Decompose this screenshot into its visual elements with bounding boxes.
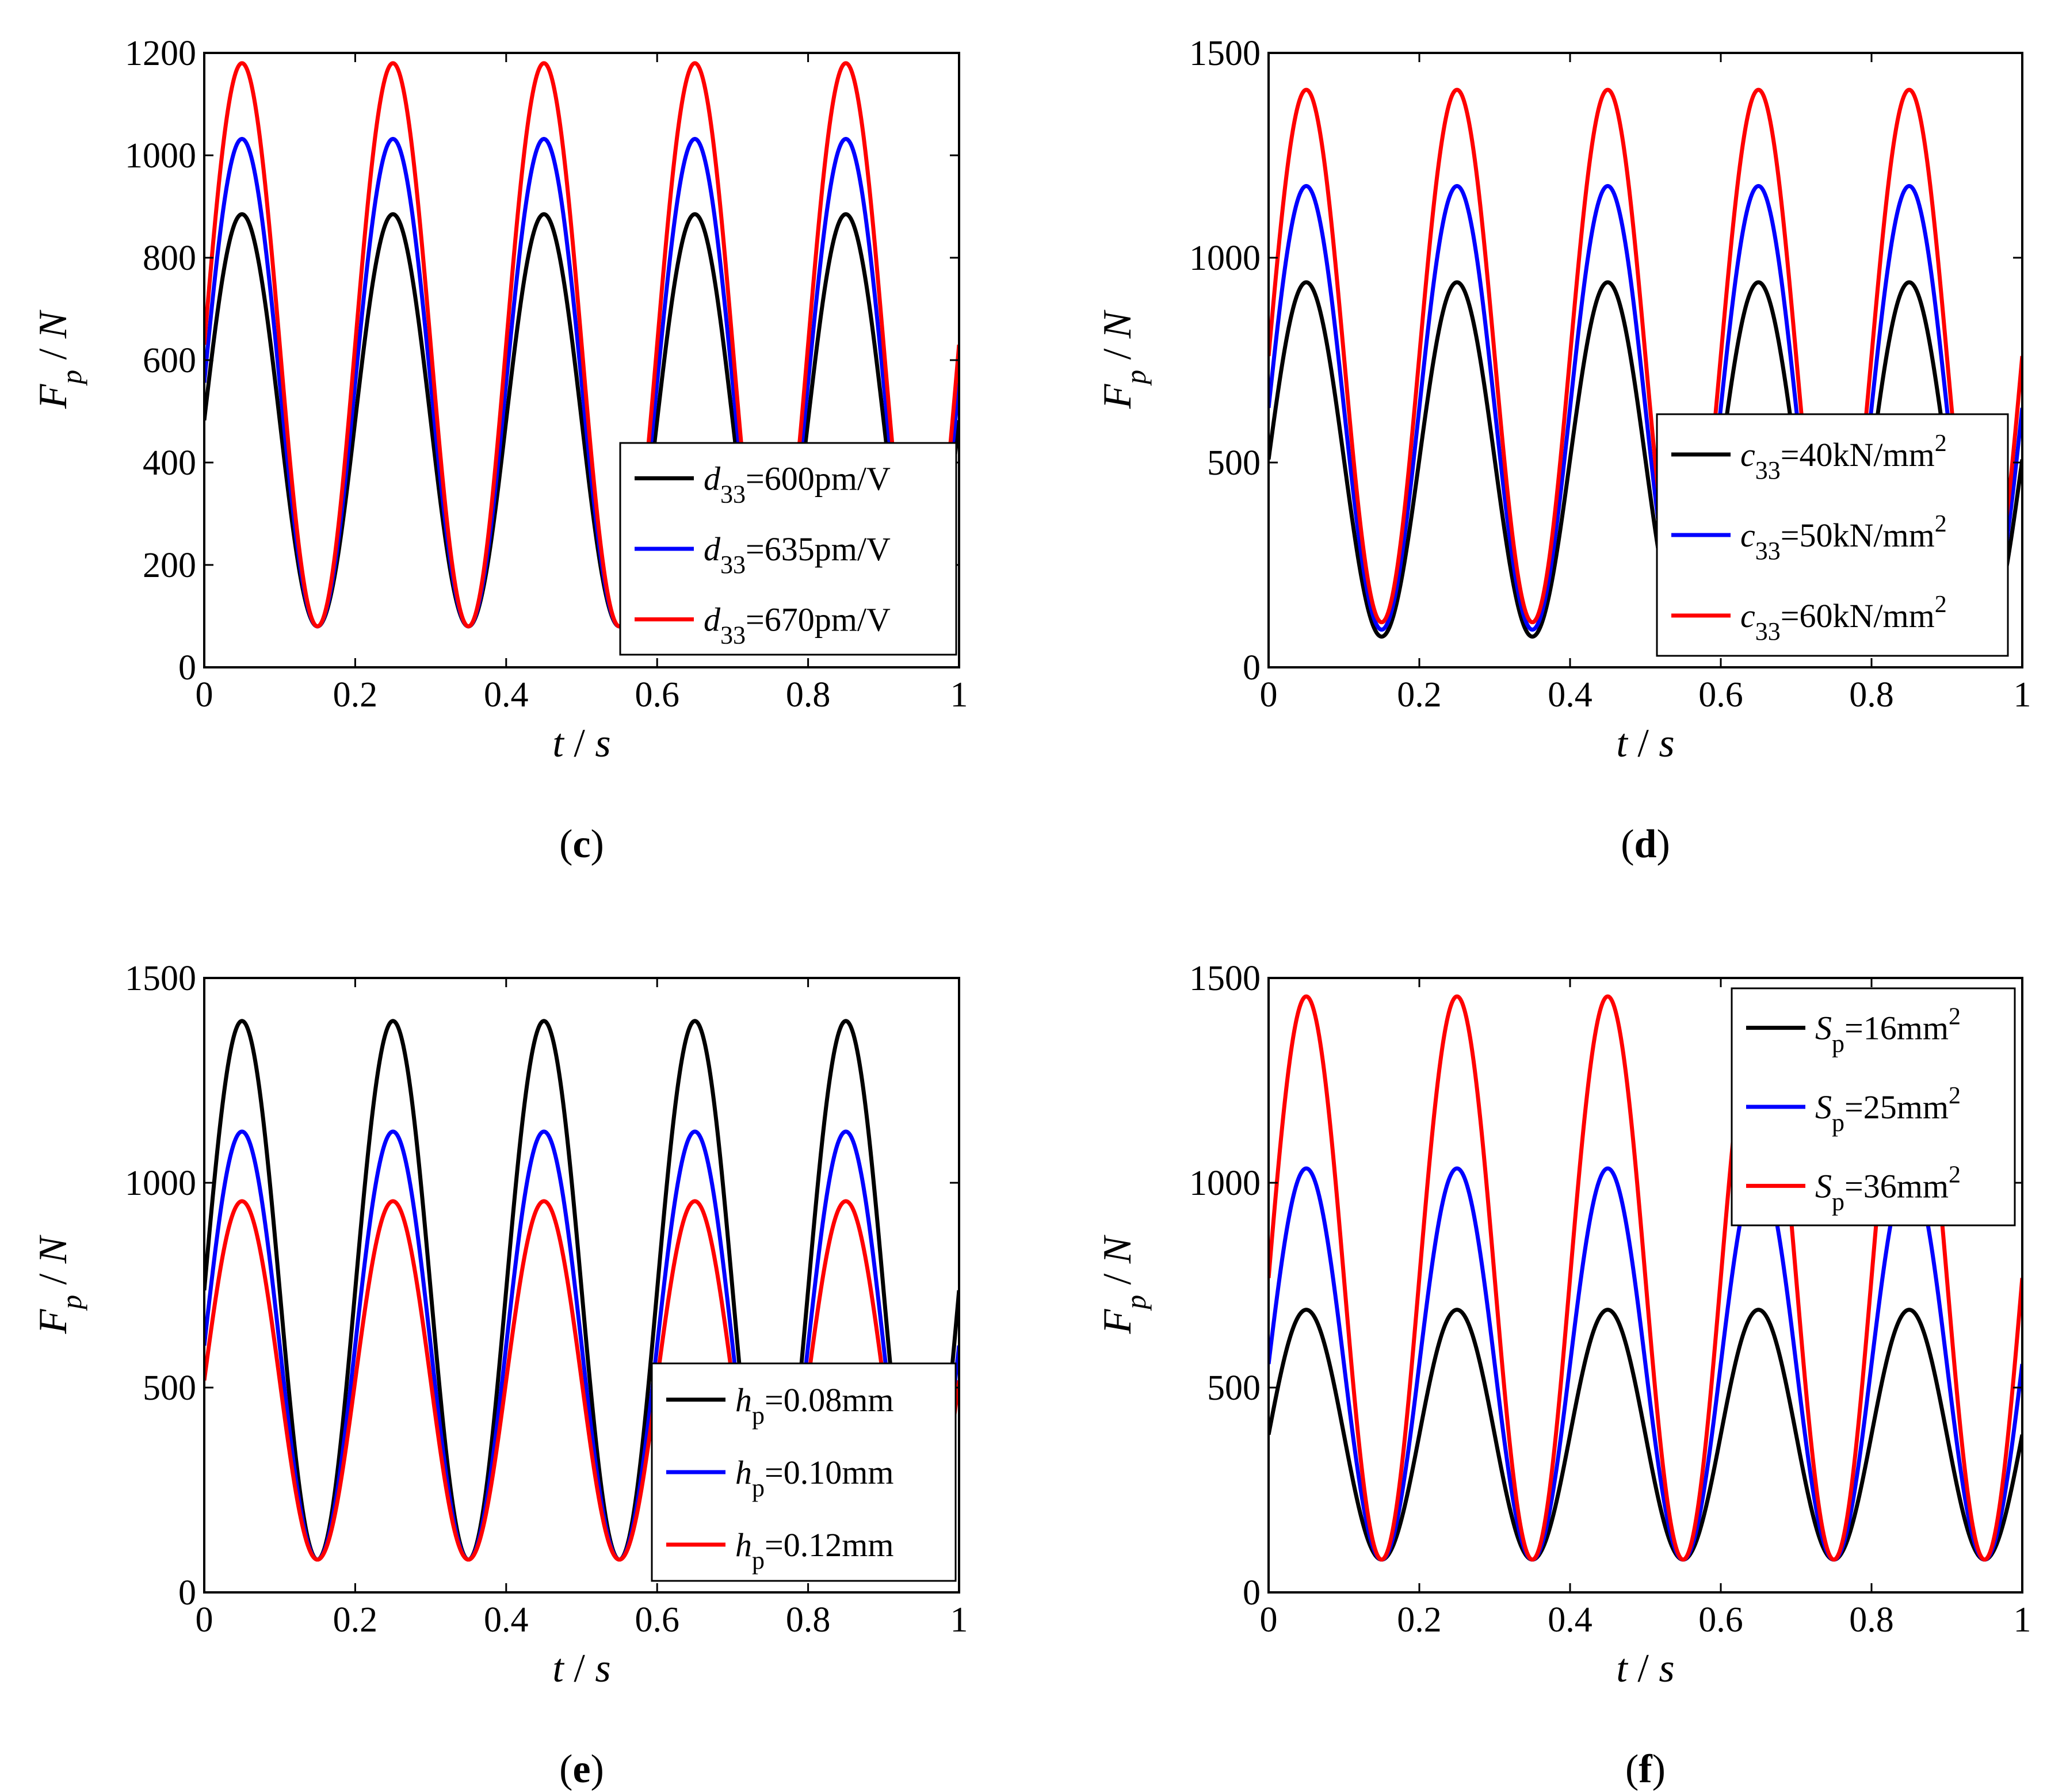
y-tick-label: 200 xyxy=(143,546,196,585)
y-tick-label: 500 xyxy=(1207,444,1261,483)
x-tick-label: 0.6 xyxy=(635,675,679,714)
series-line-Sp=16mm2 xyxy=(1269,1308,2022,1562)
legend-entry-c33=40kN/mm2: c33=40kN/mm2 xyxy=(1740,430,1947,484)
x-axis-label: t / s xyxy=(552,1646,610,1691)
y-tick-label: 500 xyxy=(143,1369,196,1408)
x-tick-label: 1 xyxy=(950,1600,968,1640)
legend-entry-Sp=36mm2: Sp=36mm2 xyxy=(1815,1161,1961,1216)
y-tick-label: 1500 xyxy=(125,959,196,998)
x-tick-label: 1 xyxy=(2014,1600,2031,1640)
y-tick-label: 1500 xyxy=(1189,959,1261,998)
x-tick-label: 0.8 xyxy=(1849,675,1894,714)
series-line-c33=50kN/mm2 xyxy=(1269,184,2022,632)
plot-frame xyxy=(203,977,960,1594)
y-tick-label: 0 xyxy=(178,648,196,687)
x-tick-label: 0.2 xyxy=(1397,1600,1442,1640)
x-tick-label: 0.4 xyxy=(484,1600,529,1640)
y-tick-label: 0 xyxy=(1243,648,1261,687)
panel-c: 0 0.2 0.4 0.6 0.8 1 0 200 400 600 800 1000 1200 t / s… xyxy=(31,34,968,866)
x-tick-label: 0.6 xyxy=(635,1600,679,1640)
x-axis-label: t / s xyxy=(1616,1646,1674,1691)
x-tick-label: 0.4 xyxy=(484,675,529,714)
y-tick-label: 1200 xyxy=(125,34,196,73)
y-tick-label: 0 xyxy=(178,1573,196,1613)
legend-entry-hp=0.10mm: hp=0.10mm xyxy=(735,1454,893,1502)
x-tick-label: 0.6 xyxy=(1698,675,1743,714)
x-tick-label: 0.6 xyxy=(1698,1600,1743,1640)
x-tick-label: 0.4 xyxy=(1548,1600,1592,1640)
legend-entry-d33=600pm/V: d33=600pm/V xyxy=(704,460,891,508)
x-tick-label: 1 xyxy=(2014,675,2031,714)
series-line-c33=40kN/mm2 xyxy=(1269,280,2022,639)
x-tick-label: 0.2 xyxy=(1397,675,1442,714)
legend-entry-c33=60kN/mm2: c33=60kN/mm2 xyxy=(1740,591,1947,645)
legend-entry-hp=0.12mm: hp=0.12mm xyxy=(735,1526,893,1575)
legend: d33=600pm/V d33=635pm/V d33=670pm/V xyxy=(619,442,957,656)
series-line-c33=60kN/mm2 xyxy=(1269,87,2022,625)
y-axis-label: Fp / N xyxy=(1095,1235,1152,1334)
legend-entry-c33=50kN/mm2: c33=50kN/mm2 xyxy=(1740,511,1947,565)
x-tick-label: 0.8 xyxy=(1849,1600,1894,1640)
legend: c33=40kN/mm2 c33=50kN/mm2 c33=60kN/mm2 xyxy=(1656,413,2009,657)
x-tick-label: 0 xyxy=(1260,675,1278,714)
panel-caption: (e) xyxy=(559,1747,604,1791)
panel-e: 0 0.2 0.4 0.6 0.8 1 0 500 1000 1500 t / s Fp / N hp=… xyxy=(31,959,968,1791)
x-tick-label: 0.2 xyxy=(333,675,378,714)
legend-entry-Sp=25mm2: Sp=25mm2 xyxy=(1815,1083,1961,1137)
y-tick-label: 400 xyxy=(143,444,196,483)
panel-caption: (c) xyxy=(559,822,604,866)
legend: hp=0.08mm hp=0.10mm hp=0.12mm xyxy=(651,1362,957,1582)
series-group xyxy=(1269,87,2022,639)
x-axis-label: t / s xyxy=(552,721,610,766)
legend: Sp=16mm2 Sp=25mm2 Sp=36mm2 xyxy=(1731,987,2016,1226)
series-line-d33=670pm/V xyxy=(204,61,959,629)
x-tick-label: 1 xyxy=(950,675,968,714)
x-tick-label: 0.4 xyxy=(1548,675,1592,714)
y-tick-label: 1500 xyxy=(1189,34,1261,73)
x-tick-label: 0.8 xyxy=(786,1600,831,1640)
y-axis-label: Fp / N xyxy=(31,1235,87,1334)
y-axis-label: Fp / N xyxy=(31,310,87,409)
y-tick-label: 0 xyxy=(1243,1573,1261,1613)
legend-entry-hp=0.08mm: hp=0.08mm xyxy=(735,1381,893,1430)
y-tick-label: 1000 xyxy=(125,1164,196,1203)
y-axis-label: Fp / N xyxy=(1095,310,1152,409)
legend-entry-Sp=16mm2: Sp=16mm2 xyxy=(1815,1004,1961,1058)
y-tick-label: 1000 xyxy=(1189,239,1261,278)
x-tick-label: 0 xyxy=(196,1600,213,1640)
series-line-hp=0.12mm xyxy=(204,1199,959,1562)
plot-frame xyxy=(1267,52,2023,668)
panel-caption: (d) xyxy=(1621,822,1670,866)
legend-entry-d33=635pm/V: d33=635pm/V xyxy=(704,530,891,579)
y-tick-label: 500 xyxy=(1207,1369,1261,1408)
panel-f: 0 0.2 0.4 0.6 0.8 1 0 500 1000 1500 t / s Fp / N Sp=… xyxy=(1095,959,2031,1791)
y-tick-label: 600 xyxy=(143,341,196,380)
y-tick-label: 1000 xyxy=(125,136,196,175)
y-tick-label: 800 xyxy=(143,239,196,278)
x-axis-label: t / s xyxy=(1616,721,1674,766)
x-tick-label: 0 xyxy=(196,675,213,714)
series-group xyxy=(204,61,959,629)
legend-entry-d33=670pm/V: d33=670pm/V xyxy=(704,601,891,649)
plot-frame xyxy=(1267,977,2023,1594)
x-tick-label: 0 xyxy=(1260,1600,1278,1640)
panel-caption: (f) xyxy=(1625,1747,1666,1791)
x-tick-label: 0.8 xyxy=(786,675,831,714)
x-tick-label: 0.2 xyxy=(333,1600,378,1640)
series-group xyxy=(204,1019,959,1562)
panel-d: 0 0.2 0.4 0.6 0.8 1 0 500 1000 1500 t / s Fp / N c33… xyxy=(1095,34,2031,866)
y-tick-label: 1000 xyxy=(1189,1164,1261,1203)
